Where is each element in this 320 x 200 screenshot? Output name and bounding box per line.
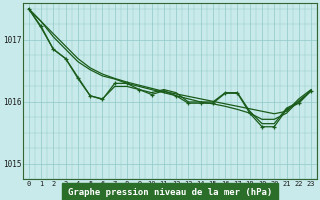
X-axis label: Graphe pression niveau de la mer (hPa): Graphe pression niveau de la mer (hPa) [68, 188, 272, 197]
